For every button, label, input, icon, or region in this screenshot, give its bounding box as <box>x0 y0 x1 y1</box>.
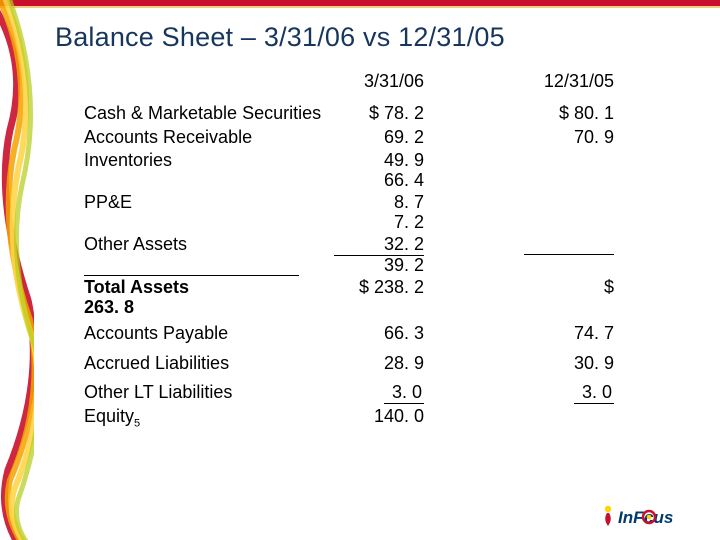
total-label-2: 263. 8 <box>84 298 334 318</box>
row-label: Accounts Payable <box>84 324 334 344</box>
balance-sheet-table: 3/31/06 12/31/05 Cash & Marketable Secur… <box>84 72 654 436</box>
row-label: Other LT Liabilities <box>84 383 334 403</box>
row-value-1: $ 238. 2 <box>334 278 424 318</box>
infocus-logo: InFcus <box>600 502 700 530</box>
table-header-row: 3/31/06 12/31/05 <box>84 72 654 92</box>
side-art <box>0 0 34 540</box>
row-value-1a: 8. 7 <box>334 193 424 213</box>
row-value-1b: 66. 4 <box>334 171 424 191</box>
row-value-1: 28. 9 <box>334 354 424 374</box>
row-value-2: $ <box>524 278 614 318</box>
table-row: Equity5 140. 0 <box>84 407 654 430</box>
row-value-2: 3. 0 <box>524 383 614 403</box>
row-value-1: 8. 7 7. 2 <box>334 193 424 233</box>
footnote-marker: 5 <box>134 418 140 430</box>
table-row: Other Assets 32. 2 39. 2 <box>84 235 654 277</box>
infocus-logo-icon: InFcus <box>600 502 700 530</box>
slide: Balance Sheet – 3/31/06 vs 12/31/05 3/31… <box>0 0 720 540</box>
row-value-1a: 32. 2 <box>334 235 424 257</box>
row-label: Cash & Marketable Securities <box>84 104 334 124</box>
row-value-1a: 49. 9 <box>334 151 424 171</box>
top-accent-shadow <box>0 6 720 8</box>
row-value-2: 30. 9 <box>524 354 614 374</box>
side-swirl-icon <box>0 0 34 540</box>
total-label: Total Assets <box>84 278 334 298</box>
row-label: Inventories <box>84 151 334 191</box>
row-value-1: 32. 2 39. 2 <box>334 235 424 277</box>
row-label: Equity5 <box>84 407 334 430</box>
row-label: PP&E <box>84 193 334 233</box>
row-value-1: $ 78. 2 <box>334 104 424 124</box>
table-row: Inventories 49. 9 66. 4 <box>84 151 654 191</box>
svg-text:InF: InF <box>618 508 644 527</box>
row-value-1: 49. 9 66. 4 <box>334 151 424 191</box>
row-value-1b: 39. 2 <box>334 256 424 276</box>
row-value-2 <box>524 193 614 233</box>
header-col2: 12/31/05 <box>524 72 614 92</box>
row-value-1: 66. 3 <box>334 324 424 344</box>
row-label: Total Assets 263. 8 <box>84 278 334 318</box>
table-row-total: Total Assets 263. 8 $ 238. 2 $ <box>84 278 654 318</box>
row-value-2: $ 80. 1 <box>524 104 614 124</box>
row-value-1: 3. 0 <box>334 383 424 403</box>
row-label: Other Assets <box>84 235 299 277</box>
row-value-2 <box>524 235 614 255</box>
table-row: Accounts Receivable 69. 2 70. 9 <box>84 128 654 148</box>
equity-label: Equity <box>84 406 134 426</box>
row-value-2 <box>524 151 614 191</box>
table-row: PP&E 8. 7 7. 2 <box>84 193 654 233</box>
row-value-1: 69. 2 <box>334 128 424 148</box>
row-value-1: 140. 0 <box>334 407 424 430</box>
header-blank <box>84 72 334 92</box>
row-value-2: 70. 9 <box>524 128 614 148</box>
table-row: Other LT Liabilities 3. 0 3. 0 <box>84 383 654 403</box>
row-value-2: 74. 7 <box>524 324 614 344</box>
table-row: Cash & Marketable Securities $ 78. 2 $ 8… <box>84 104 654 124</box>
row-label: Accounts Receivable <box>84 128 334 148</box>
row-label: Accrued Liabilities <box>84 354 334 374</box>
row-value-2 <box>524 407 614 430</box>
row-value-1b: 7. 2 <box>334 213 424 233</box>
table-row: Accrued Liabilities 28. 9 30. 9 <box>84 354 654 374</box>
table-row: Accounts Payable 66. 3 74. 7 <box>84 324 654 344</box>
header-col1: 3/31/06 <box>334 72 424 92</box>
page-title: Balance Sheet – 3/31/06 vs 12/31/05 <box>55 22 505 53</box>
